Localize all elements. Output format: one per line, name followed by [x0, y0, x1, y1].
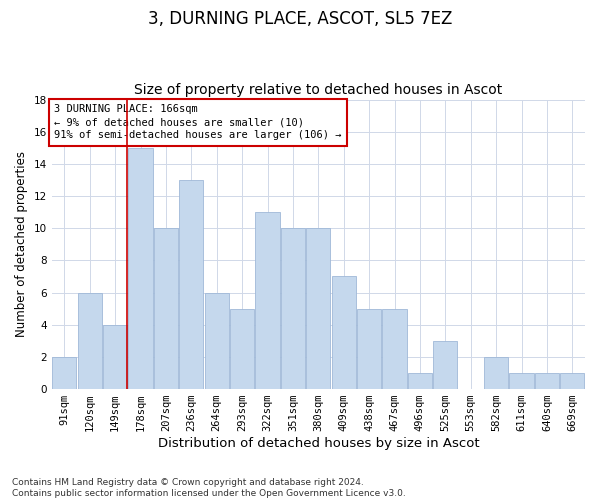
Bar — [560, 373, 584, 389]
Bar — [382, 308, 407, 389]
Bar — [433, 341, 457, 389]
Text: Contains HM Land Registry data © Crown copyright and database right 2024.
Contai: Contains HM Land Registry data © Crown c… — [12, 478, 406, 498]
X-axis label: Distribution of detached houses by size in Ascot: Distribution of detached houses by size … — [158, 437, 479, 450]
Bar — [179, 180, 203, 389]
Bar — [484, 357, 508, 389]
Bar — [357, 308, 381, 389]
Bar — [103, 324, 127, 389]
Bar — [535, 373, 559, 389]
Bar — [256, 212, 280, 389]
Bar — [77, 292, 102, 389]
Text: 3 DURNING PLACE: 166sqm
← 9% of detached houses are smaller (10)
91% of semi-det: 3 DURNING PLACE: 166sqm ← 9% of detached… — [55, 104, 342, 141]
Bar — [509, 373, 533, 389]
Bar — [154, 228, 178, 389]
Bar — [128, 148, 152, 389]
Bar — [230, 308, 254, 389]
Text: 3, DURNING PLACE, ASCOT, SL5 7EZ: 3, DURNING PLACE, ASCOT, SL5 7EZ — [148, 10, 452, 28]
Bar — [52, 357, 76, 389]
Bar — [408, 373, 432, 389]
Y-axis label: Number of detached properties: Number of detached properties — [15, 152, 28, 338]
Title: Size of property relative to detached houses in Ascot: Size of property relative to detached ho… — [134, 83, 502, 97]
Bar — [205, 292, 229, 389]
Bar — [332, 276, 356, 389]
Bar — [281, 228, 305, 389]
Bar — [306, 228, 331, 389]
